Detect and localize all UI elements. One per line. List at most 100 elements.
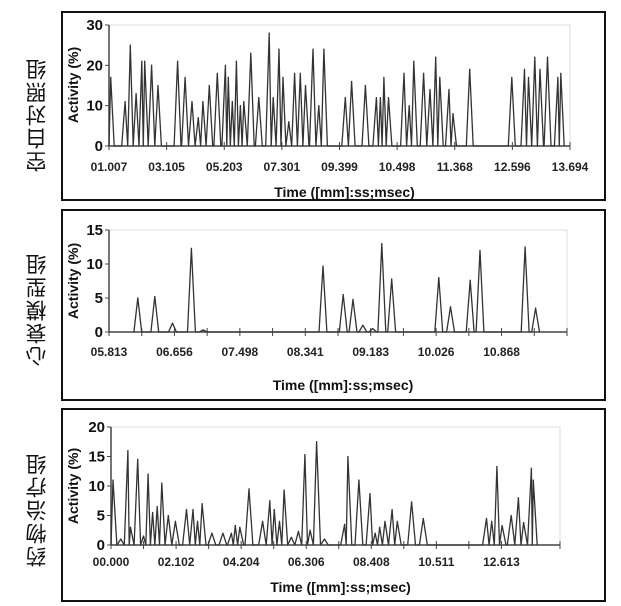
y-tick-label: 0: [95, 324, 103, 341]
x-tick-label: 10.026: [418, 345, 455, 359]
activity-peak-point: [362, 324, 364, 326]
activity-peak-point: [422, 517, 424, 520]
x-tick-label: 10.868: [483, 345, 520, 359]
activity-peak-point: [347, 455, 349, 458]
activity-peak-point: [269, 500, 271, 502]
activity-peak-point: [129, 44, 131, 46]
x-tick-label: 05.203: [206, 160, 243, 174]
activity-peak-point: [435, 56, 437, 58]
activity-peak-point: [560, 72, 562, 74]
activity-peak-point: [452, 113, 454, 115]
x-tick-label: 08.408: [353, 555, 390, 569]
activity-peak-point: [309, 529, 311, 531]
activity-peak-point: [151, 64, 153, 66]
activity-peak-point: [120, 538, 122, 540]
activity-peak-point: [278, 48, 280, 50]
activity-peak-point: [501, 524, 503, 527]
activity-peak-point: [318, 105, 320, 107]
group-label-heart-failure: 心衰模型组: [25, 252, 49, 368]
activity-peak-point: [413, 60, 415, 62]
activity-peak-point: [358, 479, 360, 481]
x-tick-label: 05.813: [91, 345, 128, 359]
activity-peak-point: [262, 520, 264, 523]
activity-peak-point: [283, 489, 285, 491]
activity-peak-point: [157, 84, 159, 87]
activity-peak-point: [351, 80, 353, 83]
activity-peak-point: [141, 60, 143, 62]
activity-peak-point: [439, 76, 441, 79]
y-tick-label: 15: [88, 449, 105, 466]
activity-peak-point: [510, 514, 512, 517]
panel-border: [61, 209, 606, 401]
activity-peak-point: [208, 84, 210, 87]
y-tick-label: 10: [86, 98, 103, 115]
y-tick-label: 0: [97, 537, 105, 554]
activity-trace: [110, 441, 538, 546]
x-tick-label: 10.498: [379, 160, 416, 174]
activity-trace: [133, 242, 541, 333]
activity-peak-point: [387, 97, 390, 99]
activity-peak-point: [352, 298, 354, 300]
activity-peak-point: [383, 76, 385, 79]
chart-panel-3: 0 5 10 15 20 00.000 02.102 04.204 06.306 08.408 10…: [61, 408, 606, 602]
chart-panel-2: 0 5 10 15 05.813 06.656 07.498 08.341 09.183 10.0…: [61, 209, 606, 401]
plot-area-frame: [111, 426, 561, 545]
activity-peak-point: [485, 517, 488, 520]
activity-peak-point: [449, 306, 452, 308]
activity-peak-point: [278, 520, 281, 523]
activity-peak-point: [142, 535, 145, 537]
x-tick-label: 07.498: [222, 345, 259, 359]
panel-border: [61, 408, 606, 602]
y-axis-title: Activity (%): [65, 243, 81, 319]
activity-peak-point: [250, 52, 252, 54]
activity-peak-point: [342, 294, 344, 296]
activity-peak-point: [197, 117, 199, 119]
activity-peak-point: [304, 84, 307, 87]
activity-peak-point: [496, 465, 498, 468]
group-label-control: 空白对照组: [25, 57, 49, 173]
y-tick-label: 0: [95, 138, 103, 155]
activity-peak-point: [202, 329, 204, 331]
x-tick-label: 09.399: [321, 160, 358, 174]
activity-peak-point: [316, 441, 318, 443]
activity-peak-point: [156, 506, 158, 508]
x-tick-label: 06.656: [156, 345, 193, 359]
activity-peak-point: [374, 532, 376, 534]
x-tick-label: 03.105: [148, 160, 185, 174]
activity-peak-point: [469, 68, 471, 70]
activity-peak-point: [231, 101, 233, 103]
activity-peak-point: [224, 64, 227, 66]
x-tick-label: 10.511: [418, 555, 454, 569]
activity-peak-point: [391, 278, 393, 280]
activity-peak-point: [288, 121, 290, 123]
activity-peak-point: [379, 97, 382, 99]
activity-peak-point: [384, 520, 386, 523]
plot-area-frame: [109, 229, 568, 332]
activity-peak-point: [239, 105, 241, 107]
activity-peak-point: [201, 503, 203, 505]
activity-peak-point: [211, 532, 213, 534]
activity-peak-point: [527, 76, 530, 79]
activity-peak-point: [491, 520, 493, 523]
activity-peak-point: [391, 509, 393, 511]
activity-peak-point: [135, 92, 137, 95]
group-label-drug-treatment: 药物治疗组: [25, 452, 49, 568]
activity-peak-point: [273, 509, 275, 511]
activity-peak-point: [174, 520, 177, 523]
y-tick-label: 30: [86, 17, 103, 34]
activity-peak-point: [372, 328, 374, 330]
activity-peak-point: [243, 101, 245, 103]
y-tick-label: 20: [88, 419, 105, 436]
activity-peak-point: [369, 493, 371, 495]
activity-peak-point: [530, 467, 532, 469]
activity-peak-point: [227, 76, 229, 79]
activity-peak-point: [144, 60, 146, 62]
x-tick-label: 04.204: [223, 555, 260, 569]
activity-peak-point: [411, 501, 413, 503]
activity-peak-point: [137, 297, 139, 299]
y-tick-label: 10: [86, 256, 103, 273]
activity-peak-point: [304, 454, 306, 456]
activity-peak-point: [171, 322, 174, 324]
activity-peak-point: [258, 97, 260, 99]
